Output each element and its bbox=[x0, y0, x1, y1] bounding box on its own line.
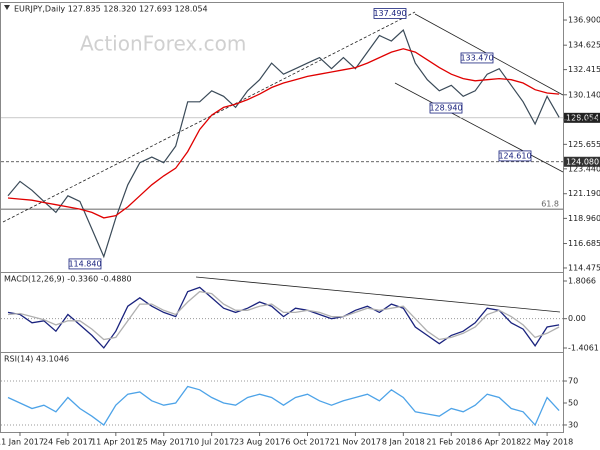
y-tick-label: 116.685 bbox=[568, 239, 600, 248]
x-tick-label: 21 Nov 2017 bbox=[330, 438, 381, 447]
series-line bbox=[7, 28, 560, 259]
rsi-panel bbox=[0, 352, 564, 433]
last-price-label: 128.054 bbox=[566, 113, 599, 122]
channel-line bbox=[394, 82, 564, 173]
price-annotation-box bbox=[429, 102, 463, 114]
series-line bbox=[7, 48, 560, 219]
macd-trend-line bbox=[195, 276, 561, 313]
price-annotation-box bbox=[373, 8, 407, 19]
y-tick-label: 136.900 bbox=[568, 16, 600, 25]
y-tick-label: 1.8066 bbox=[568, 276, 596, 285]
panel-header: RSI(14) 43.1046 bbox=[4, 355, 69, 364]
y-tick-label: 123.440 bbox=[568, 164, 600, 173]
y-tick-label: -1.4061 bbox=[568, 343, 599, 352]
x-tick-label: 11 Jan 2017 bbox=[0, 438, 44, 447]
price-annotation-box bbox=[68, 258, 102, 270]
y-tick-label: 114.475 bbox=[568, 263, 600, 272]
y-tick-label: 50 bbox=[568, 398, 578, 407]
menu-icon bbox=[4, 5, 10, 10]
x-tick-label: 8 Jan 2018 bbox=[382, 438, 425, 447]
x-tick-label: 6 Apr 2018 bbox=[477, 438, 521, 447]
price-annotation-box bbox=[460, 52, 494, 64]
y-tick-label: 125.655 bbox=[568, 140, 600, 149]
panel-header: EURJPY,Daily 127.835 128.320 127.693 128… bbox=[14, 5, 208, 14]
x-tick-label: 11 Apr 2017 bbox=[91, 438, 140, 447]
x-tick-label: 22 May 2018 bbox=[521, 438, 573, 447]
y-tick-label: 30 bbox=[568, 420, 578, 429]
y-tick-label: 130.140 bbox=[568, 90, 600, 99]
y-tick-label: 70 bbox=[568, 377, 578, 386]
x-tick-label: 23 Aug 2017 bbox=[234, 438, 285, 447]
x-tick-label: 25 May 2017 bbox=[138, 438, 190, 447]
price-annotation: 133.470 bbox=[460, 53, 493, 62]
price-annotation: 137.490 bbox=[373, 9, 406, 18]
price-annotation-box bbox=[498, 150, 532, 162]
price-annotation: 128.940 bbox=[429, 104, 462, 113]
x-tick-label: 24 Feb 2017 bbox=[43, 438, 93, 447]
series-line bbox=[7, 286, 560, 349]
price-annotation: 124.610 bbox=[498, 151, 531, 160]
level-label-box bbox=[564, 156, 600, 167]
last-price-box bbox=[564, 112, 600, 123]
y-tick-label: 134.625 bbox=[568, 41, 600, 50]
panel-header: MACD(12,26,9) -0.3360 -0.4880 bbox=[4, 275, 132, 284]
level-label: 124.080 bbox=[566, 157, 599, 166]
series-line bbox=[7, 290, 560, 341]
x-tick-label: 21 Feb 2018 bbox=[426, 438, 476, 447]
y-tick-label: 127.865 bbox=[568, 115, 600, 124]
watermark: ActionForex.com bbox=[80, 32, 246, 56]
y-tick-label: 118.960 bbox=[568, 214, 600, 223]
x-tick-label: 10 Jul 2017 bbox=[189, 438, 234, 447]
y-tick-label: 0.00 bbox=[568, 314, 586, 323]
x-tick-label: 6 Oct 2017 bbox=[285, 438, 329, 447]
y-tick-label: 121.190 bbox=[568, 189, 600, 198]
trend-line bbox=[2, 11, 416, 223]
price-annotation: 114.840 bbox=[68, 259, 101, 268]
series-line bbox=[7, 385, 560, 427]
level-label: 61.8 bbox=[541, 200, 559, 209]
y-tick-label: 132.415 bbox=[568, 65, 600, 74]
